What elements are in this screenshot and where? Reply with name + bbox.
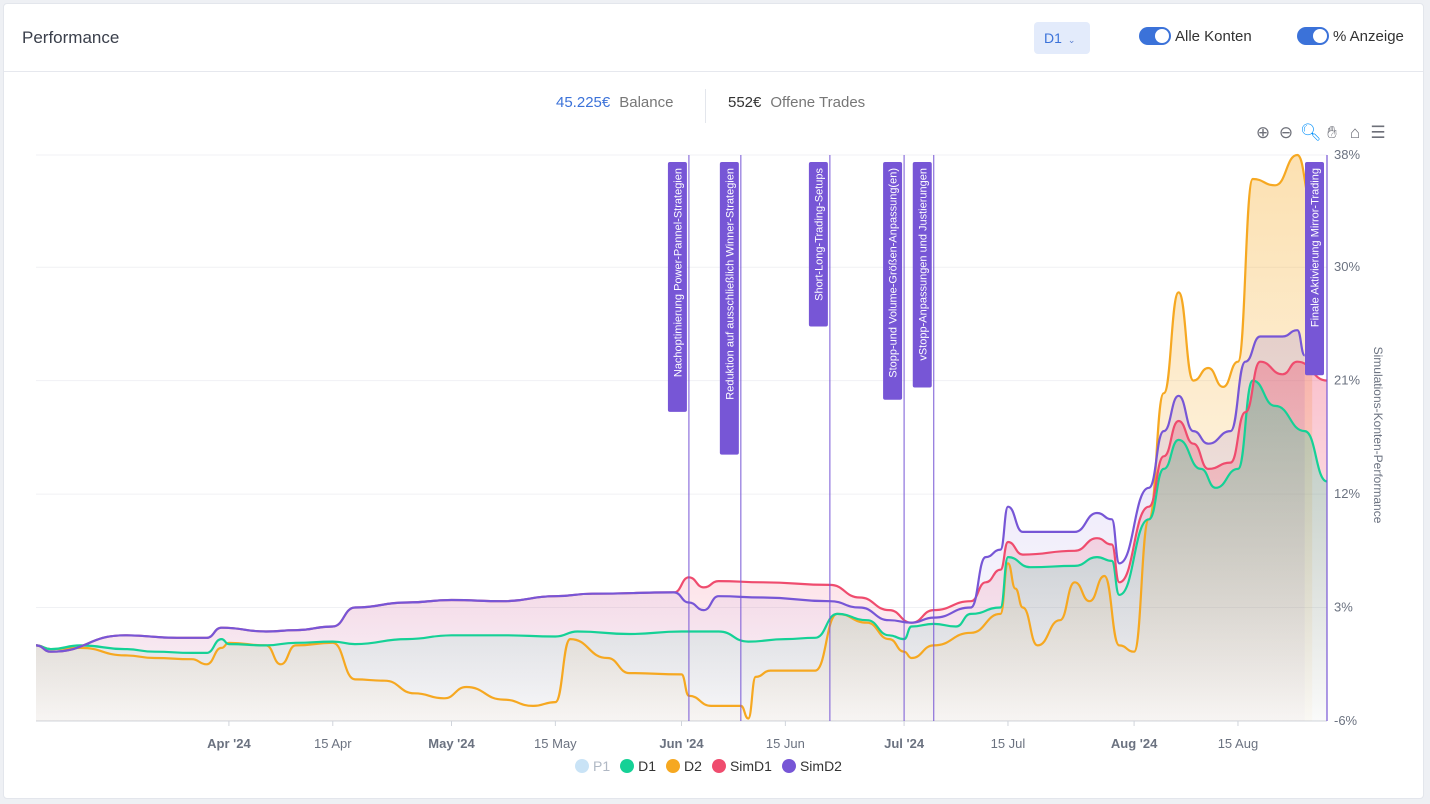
annotation-label: Nachoptimierung Power-Pannel-Strategien: [672, 168, 684, 377]
annotation-label-bg: [883, 162, 903, 400]
series-line-simd2: [35, 329, 1306, 653]
menu-icon[interactable]: ☰: [1370, 123, 1386, 142]
home-icon[interactable]: ⌂: [1349, 123, 1361, 142]
balance-stat: 45.225€ Balance: [556, 94, 673, 111]
zoom-select-icon[interactable]: 🔍︎: [1300, 123, 1322, 142]
x-tick-label: May '24: [428, 736, 475, 751]
toggle-alle-konten[interactable]: Alle Konten: [1139, 27, 1252, 45]
x-axis: Apr '24 15 Apr May '24 15 May Jun '24 15 Jun J…: [207, 721, 1258, 751]
x-tick-label: Apr '24: [207, 736, 251, 751]
annotation-label: Finale Aktivierung Mirror-Trading: [1310, 168, 1322, 327]
stat-divider: [705, 89, 706, 123]
annotation-label-bg: [912, 162, 932, 388]
toggle-percent-display[interactable]: % Anzeige: [1297, 27, 1404, 45]
legend-item-simd2[interactable]: SimD2: [781, 758, 842, 774]
legend-item-simd1[interactable]: SimD1: [711, 758, 772, 774]
balance-label: Balance: [619, 94, 674, 111]
toggle-switch[interactable]: [1297, 27, 1329, 45]
annotation-label: Short-Long-Trading-Setups: [813, 168, 825, 301]
x-tick-label: Jul '24: [884, 736, 925, 751]
annotation-label: vStopp-Anpassungen und Justierungen: [917, 168, 929, 361]
y-tick-label: -6%: [1334, 713, 1358, 728]
legend-label: P1: [593, 758, 611, 774]
x-tick-label: Jun '24: [659, 736, 704, 751]
series-area-d1: [36, 380, 1327, 721]
open-trades-stat: 552€ Offene Trades: [728, 94, 865, 111]
balance-value: 45.225€: [556, 94, 611, 111]
y-axis: -6% 3% 12% 21% 30% 38%: [1326, 147, 1360, 728]
legend-item-p1[interactable]: P1: [575, 758, 610, 774]
series-line-d1: [35, 379, 1328, 655]
y-tick-label: 38%: [1334, 147, 1360, 162]
legend-marker: [575, 759, 589, 773]
legend-label: D2: [684, 758, 702, 774]
chart-legend: P1 D1 D2 SimD1 SimD2: [575, 758, 842, 774]
legend-marker: [666, 759, 681, 773]
annotations: Nachoptimierung Power-Pannel-Strategien R…: [667, 155, 1324, 721]
card-header: Performance D1 ⌄ Alle Konten % Anzeige: [4, 4, 1423, 72]
timeframe-value: D1: [1044, 30, 1062, 46]
annotation-label-bg: [808, 162, 828, 327]
x-tick-label: Aug '24: [1111, 736, 1158, 751]
timeframe-select[interactable]: D1 ⌄: [1034, 22, 1090, 54]
page-title: Performance: [22, 28, 120, 47]
series-areas: [36, 155, 1327, 721]
x-tick-label: 15 Jun: [766, 736, 805, 751]
y-tick-label: 12%: [1334, 486, 1360, 501]
chevron-down-icon: ⌄: [1067, 35, 1076, 45]
toggle-switch[interactable]: [1139, 27, 1171, 45]
annotation-label: Reduktion auf ausschließlich Winner-Stra…: [724, 168, 736, 400]
legend-marker: [620, 759, 635, 773]
open-trades-value: 552€: [728, 94, 762, 111]
x-tick-label: 15 May: [534, 736, 577, 751]
legend-label: SimD1: [729, 758, 772, 774]
toggle-label: Alle Konten: [1175, 27, 1252, 45]
annotation-label-bg: [1305, 162, 1324, 376]
y-tick-label: 30%: [1334, 259, 1360, 274]
pan-hand-icon[interactable]: ✋︎: [1327, 123, 1337, 142]
x-tick-label: 15 Apr: [314, 736, 352, 751]
y-tick-label: 3%: [1334, 600, 1353, 615]
x-tick-label: 15 Jul: [991, 736, 1026, 751]
legend-marker: [711, 759, 726, 773]
y-axis-title: Simulations-Konten-Performance: [1371, 347, 1385, 524]
legend-item-d1[interactable]: D1: [620, 758, 656, 774]
annotation-label-bg: [719, 162, 739, 455]
x-tick-label: 15 Aug: [1218, 736, 1259, 751]
toggle-label: % Anzeige: [1333, 27, 1404, 45]
legend-item-d2[interactable]: D2: [666, 758, 702, 774]
series-lines: [35, 153, 1328, 720]
zoom-in-icon[interactable]: ⊕: [1255, 123, 1271, 142]
annotation-label: Stopp-und Volume-Größen-Anpassung(en): [888, 168, 900, 378]
open-trades-label: Offene Trades: [770, 94, 866, 111]
chart-toolbar: ⊕ ⊖ 🔍︎ ✋︎ ⌂ ☰: [1254, 124, 1387, 142]
legend-label: SimD2: [799, 758, 842, 774]
zoom-out-icon[interactable]: ⊖: [1278, 123, 1294, 142]
series-line-d2: [35, 153, 1313, 720]
legend-label: D1: [638, 758, 657, 774]
legend-marker: [781, 759, 796, 773]
annotation-label-bg: [667, 162, 687, 412]
y-tick-label: 21%: [1334, 373, 1360, 388]
